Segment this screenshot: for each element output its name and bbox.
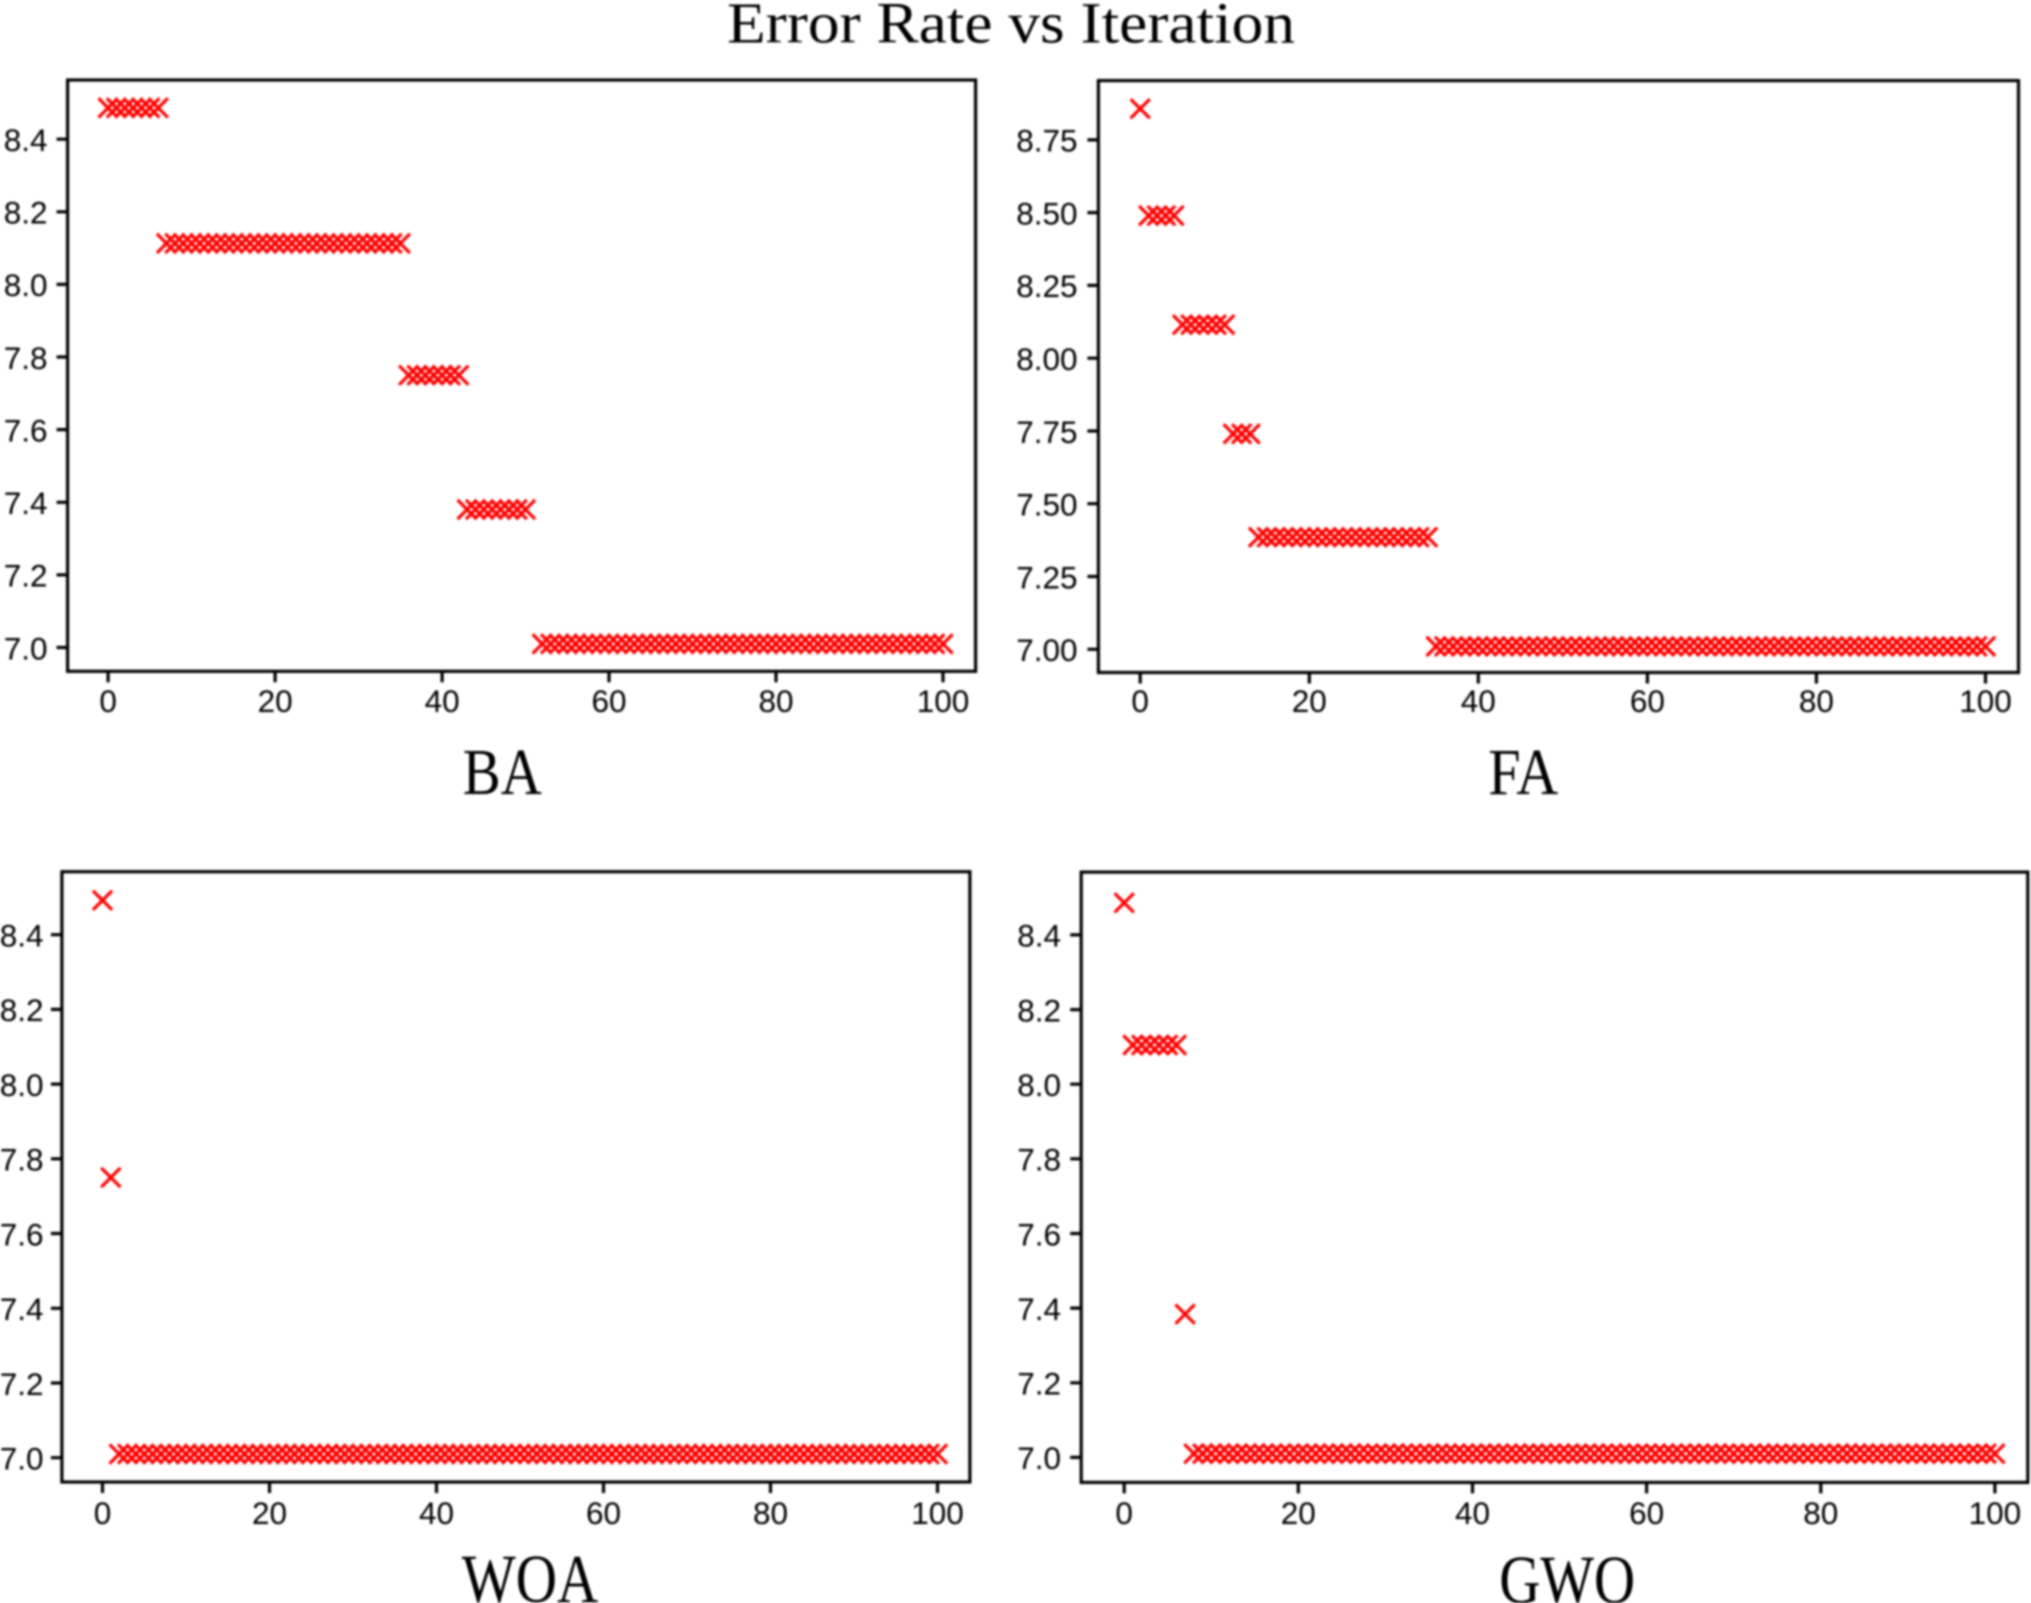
svg-text:0: 0: [1115, 1495, 1133, 1531]
svg-text:20: 20: [252, 1495, 287, 1531]
svg-text:60: 60: [586, 1495, 621, 1531]
svg-text:7.6: 7.6: [0, 1216, 44, 1252]
svg-text:0: 0: [94, 1495, 112, 1531]
svg-text:100: 100: [1959, 683, 2012, 719]
svg-text:40: 40: [1461, 683, 1496, 719]
svg-text:7.50: 7.50: [1016, 487, 1077, 523]
svg-text:8.50: 8.50: [1016, 195, 1077, 231]
svg-text:40: 40: [1455, 1495, 1490, 1531]
svg-text:7.2: 7.2: [0, 1366, 44, 1402]
svg-text:FA: FA: [1488, 736, 1558, 809]
svg-text:7.0: 7.0: [4, 630, 48, 666]
svg-text:Error Rate vs Iteration: Error Rate vs Iteration: [727, 0, 1295, 55]
svg-text:8.0: 8.0: [0, 1067, 44, 1103]
svg-text:7.8: 7.8: [4, 340, 48, 376]
svg-text:7.4: 7.4: [0, 1291, 44, 1327]
svg-text:8.2: 8.2: [1017, 992, 1061, 1028]
svg-text:8.4: 8.4: [1017, 918, 1061, 954]
svg-text:7.6: 7.6: [1017, 1216, 1061, 1252]
svg-text:8.25: 8.25: [1016, 268, 1077, 304]
svg-text:7.8: 7.8: [0, 1142, 44, 1178]
svg-text:0: 0: [99, 683, 117, 719]
svg-text:40: 40: [425, 683, 460, 719]
svg-text:60: 60: [1630, 683, 1665, 719]
svg-text:7.6: 7.6: [4, 412, 48, 448]
svg-text:8.2: 8.2: [4, 195, 48, 231]
svg-text:8.00: 8.00: [1016, 341, 1077, 377]
svg-text:80: 80: [753, 1495, 788, 1531]
svg-text:BA: BA: [463, 736, 542, 809]
svg-text:80: 80: [1799, 683, 1834, 719]
svg-text:20: 20: [1281, 1495, 1316, 1531]
svg-text:8.0: 8.0: [4, 267, 48, 303]
svg-text:40: 40: [419, 1495, 454, 1531]
svg-text:60: 60: [1629, 1495, 1664, 1531]
svg-text:8.4: 8.4: [0, 918, 44, 954]
svg-text:8.75: 8.75: [1016, 123, 1077, 159]
svg-text:0: 0: [1131, 683, 1149, 719]
svg-text:7.0: 7.0: [0, 1441, 44, 1477]
svg-text:100: 100: [1969, 1495, 2022, 1531]
svg-text:7.25: 7.25: [1016, 559, 1077, 595]
svg-text:GWO: GWO: [1499, 1542, 1635, 1603]
svg-text:7.00: 7.00: [1016, 632, 1077, 668]
svg-text:20: 20: [1292, 683, 1327, 719]
svg-text:20: 20: [258, 683, 293, 719]
svg-text:80: 80: [1803, 1495, 1838, 1531]
svg-text:100: 100: [911, 1495, 964, 1531]
svg-text:60: 60: [591, 683, 626, 719]
svg-text:7.4: 7.4: [4, 485, 48, 521]
svg-text:7.4: 7.4: [1017, 1291, 1061, 1327]
svg-text:7.75: 7.75: [1016, 414, 1077, 450]
svg-text:100: 100: [917, 683, 970, 719]
svg-text:7.2: 7.2: [1017, 1366, 1061, 1402]
svg-text:7.0: 7.0: [1017, 1440, 1061, 1476]
svg-text:8.0: 8.0: [1017, 1067, 1061, 1103]
svg-text:WOA: WOA: [462, 1541, 599, 1603]
svg-text:7.8: 7.8: [1017, 1142, 1061, 1178]
svg-text:8.4: 8.4: [4, 122, 48, 158]
svg-text:7.2: 7.2: [4, 558, 48, 594]
svg-text:80: 80: [758, 683, 793, 719]
svg-text:8.2: 8.2: [0, 992, 44, 1028]
